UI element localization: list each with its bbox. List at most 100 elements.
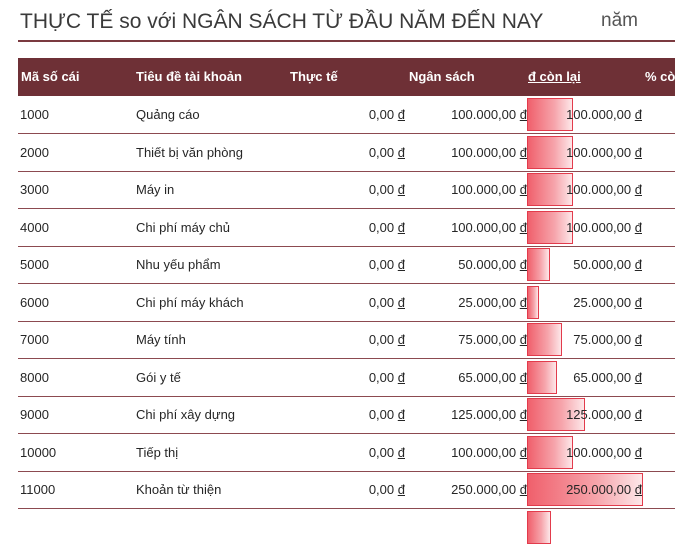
cell-actual[interactable]: 0,00 đ [368, 407, 405, 422]
cell-account-title[interactable]: Nhu yếu phẩm [136, 257, 221, 272]
cell-account-title[interactable]: Quảng cáo [136, 107, 200, 122]
cell-account-id[interactable]: 10000 [20, 444, 57, 460]
cell-budget[interactable]: 100.000,00 đ [451, 182, 527, 197]
cell-budget[interactable]: 50.000,00 đ [458, 257, 527, 272]
table-row[interactable]: 11000 Khoản từ thiện 0,00 đ 250.000,00 đ 250… [18, 471, 675, 509]
cell-actual[interactable]: 0,00 đ [368, 294, 405, 310]
cell-remaining[interactable]: 125.000,00 đ [566, 407, 642, 422]
cell-account-id[interactable]: 4000 [20, 219, 49, 235]
cell-account-title[interactable]: Máy in [136, 182, 175, 197]
currency-symbol: đ [519, 144, 527, 160]
remaining-data-bar [527, 398, 585, 431]
page-title: THỰC TẾ so với NGÂN SÁCH TỪ ĐẦU NĂM ĐẾN … [20, 10, 544, 33]
cell-account-title[interactable]: Chi phí máy chủ [136, 219, 230, 235]
currency-symbol: đ [634, 219, 642, 235]
table-row[interactable]: 2000 Thiết bị văn phòng 0,00 đ 100.000,00 đ… [18, 134, 675, 172]
cell-account-title[interactable]: Khoản từ thiện [136, 482, 222, 497]
cell-remaining[interactable]: 50.000,00 đ [573, 257, 642, 272]
cell-budget[interactable]: 75.000,00 đ [458, 332, 527, 347]
cell-budget[interactable]: 65.000,00 đ [458, 369, 527, 385]
table-row[interactable]: 1000 Quảng cáo 0,00 đ 100.000,00 đ 100.000,0… [18, 96, 675, 134]
currency-symbol: đ [397, 294, 405, 310]
cell-budget[interactable]: 250.000,00 đ [451, 482, 527, 497]
currency-symbol: đ [634, 294, 642, 310]
cell-actual[interactable]: 0,00 đ [368, 219, 405, 235]
cell-actual[interactable]: 0,00 đ [368, 144, 405, 160]
currency-symbol: đ [634, 407, 642, 422]
cell-remaining[interactable]: 65.000,00 đ [573, 369, 642, 385]
cell-account-id[interactable]: 11000 [20, 482, 56, 497]
cell-remaining[interactable]: 25.000,00 đ [573, 294, 642, 310]
cell-account-title[interactable]: Tiếp thị [136, 444, 179, 460]
remaining-data-bar [527, 98, 574, 131]
table-row[interactable]: 5000 Nhu yếu phẩm 0,00 đ 50.000,00 đ 50.000,… [18, 246, 675, 284]
cell-account-title[interactable]: Thiết bị văn phòng [136, 144, 243, 160]
remaining-data-bar [527, 248, 551, 281]
cell-remaining[interactable]: 100.000,00 đ [566, 182, 642, 197]
table-header: Mã số cái Tiêu đề tài khoản Thực tế Ngân… [18, 58, 675, 96]
remaining-data-bar [527, 323, 562, 356]
remaining-data-bar [527, 435, 574, 469]
column-header-name[interactable]: Tiêu đề tài khoản [136, 69, 242, 84]
cell-budget[interactable]: 100.000,00 đ [451, 444, 527, 460]
currency-symbol: đ [634, 257, 642, 272]
currency-symbol: đ [397, 332, 405, 347]
cell-actual[interactable]: 0,00 đ [368, 482, 405, 497]
cell-actual[interactable]: 0,00 đ [368, 257, 405, 272]
cell-budget[interactable]: 25.000,00 đ [458, 294, 527, 310]
cell-remaining[interactable]: 250.000,00 đ [566, 482, 642, 497]
cell-account-title[interactable]: Chi phí máy khách [136, 294, 244, 310]
cell-budget[interactable]: 100.000,00 đ [451, 219, 527, 235]
cell-budget[interactable]: 125.000,00 đ [451, 407, 527, 422]
cell-actual[interactable]: 0,00 đ [368, 182, 405, 197]
cell-actual[interactable]: 0,00 đ [368, 332, 405, 347]
table-row[interactable]: 7000 Máy tính 0,00 đ 75.000,00 đ 75.000,00 đ [18, 321, 675, 359]
table-row[interactable]: 9000 Chi phí xây dựng 0,00 đ 125.000,00 đ 12… [18, 396, 675, 434]
currency-symbol: đ [519, 294, 527, 310]
cell-account-title[interactable]: Chi phí xây dựng [136, 407, 236, 422]
table-row[interactable]: 4000 Chi phí máy chủ 0,00 đ 100.000,00 đ 100… [18, 209, 675, 247]
cell-remaining[interactable]: 100.000,00 đ [566, 107, 642, 122]
cell-actual[interactable]: 0,00 đ [368, 107, 405, 122]
table-row[interactable]: 6000 Chi phí máy khách 0,00 đ 25.000,00 đ 25… [18, 284, 675, 322]
currency-symbol: đ [397, 444, 405, 460]
column-header-percent[interactable]: % còn [645, 69, 675, 84]
currency-symbol: đ [519, 257, 527, 272]
currency-symbol: đ [634, 444, 642, 460]
currency-symbol: đ [519, 369, 527, 385]
cell-account-id[interactable]: 9000 [20, 407, 49, 422]
column-header-budget[interactable]: Ngân sách [409, 69, 475, 84]
cell-account-id[interactable]: 3000 [20, 182, 49, 197]
currency-symbol: đ [519, 182, 527, 197]
remaining-data-bar [527, 173, 574, 206]
currency-symbol: đ [397, 407, 405, 422]
cell-budget[interactable]: 100.000,00 đ [451, 144, 527, 160]
cell-budget[interactable]: 100.000,00 đ [451, 107, 527, 122]
table-row[interactable]: 10000 Tiếp thị 0,00 đ 100.000,00 đ 100.000,0… [18, 434, 675, 472]
cell-account-title[interactable]: Máy tính [136, 332, 186, 347]
cell-remaining[interactable]: 100.000,00 đ [566, 219, 642, 235]
column-header-id[interactable]: Mã số cái [21, 69, 80, 84]
currency-symbol: đ [634, 182, 642, 197]
cell-account-id[interactable]: 5000 [20, 257, 49, 272]
table-row[interactable] [18, 509, 675, 546]
table-row[interactable]: 3000 Máy in 0,00 đ 100.000,00 đ 100.000,00 đ [18, 171, 675, 209]
cell-account-id[interactable]: 8000 [20, 369, 49, 385]
cell-remaining[interactable]: 100.000,00 đ [566, 144, 642, 160]
cell-account-id[interactable]: 2000 [20, 144, 49, 160]
cell-remaining[interactable]: 75.000,00 đ [573, 332, 642, 347]
year-label[interactable]: năm [601, 10, 638, 31]
table-row[interactable]: 8000 Gói y tế 0,00 đ 65.000,00 đ 65.000,00 đ [18, 359, 675, 397]
cell-actual[interactable]: 0,00 đ [368, 444, 405, 460]
currency-symbol: đ [634, 332, 642, 347]
cell-remaining[interactable]: 100.000,00 đ [566, 444, 642, 460]
remaining-data-bar [527, 473, 643, 506]
currency-symbol: đ [634, 107, 642, 122]
cell-account-id[interactable]: 6000 [20, 294, 49, 310]
cell-account-title[interactable]: Gói y tế [136, 369, 181, 385]
column-header-remaining[interactable]: đ còn lại [528, 69, 581, 84]
cell-actual[interactable]: 0,00 đ [368, 369, 405, 385]
cell-account-id[interactable]: 1000 [20, 107, 49, 122]
cell-account-id[interactable]: 7000 [20, 332, 49, 347]
column-header-actual[interactable]: Thực tế [290, 69, 338, 84]
